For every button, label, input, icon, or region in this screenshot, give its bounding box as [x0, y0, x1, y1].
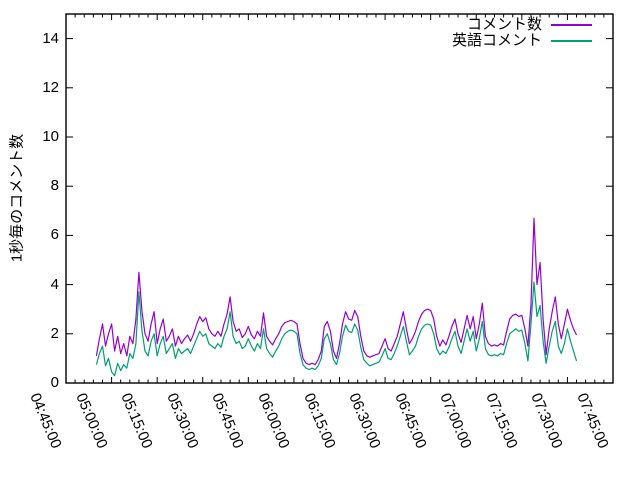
y-tick-label: 6: [50, 226, 59, 244]
y-tick-label: 8: [50, 177, 59, 195]
legend-label-comments: コメント数: [466, 16, 542, 33]
series-line-1: [95, 281, 578, 377]
legend-line-sample-comments: [551, 23, 592, 26]
y-tick-label: 2: [50, 324, 59, 342]
legend: コメント数 英語コメント: [452, 17, 592, 48]
legend-entry-english: 英語コメント: [452, 33, 592, 48]
y-tick-label: 4: [50, 275, 59, 293]
y-tick-label: 0: [50, 374, 59, 391]
y-tick-label: 12: [42, 78, 59, 96]
y-tick-label: 14: [42, 29, 59, 47]
legend-entry-comments: コメント数: [452, 17, 592, 32]
y-tick-label: 10: [42, 128, 59, 145]
legend-label-english: 英語コメント: [451, 32, 542, 49]
series-line-0: [95, 217, 578, 366]
legend-line-sample-english: [551, 39, 592, 42]
